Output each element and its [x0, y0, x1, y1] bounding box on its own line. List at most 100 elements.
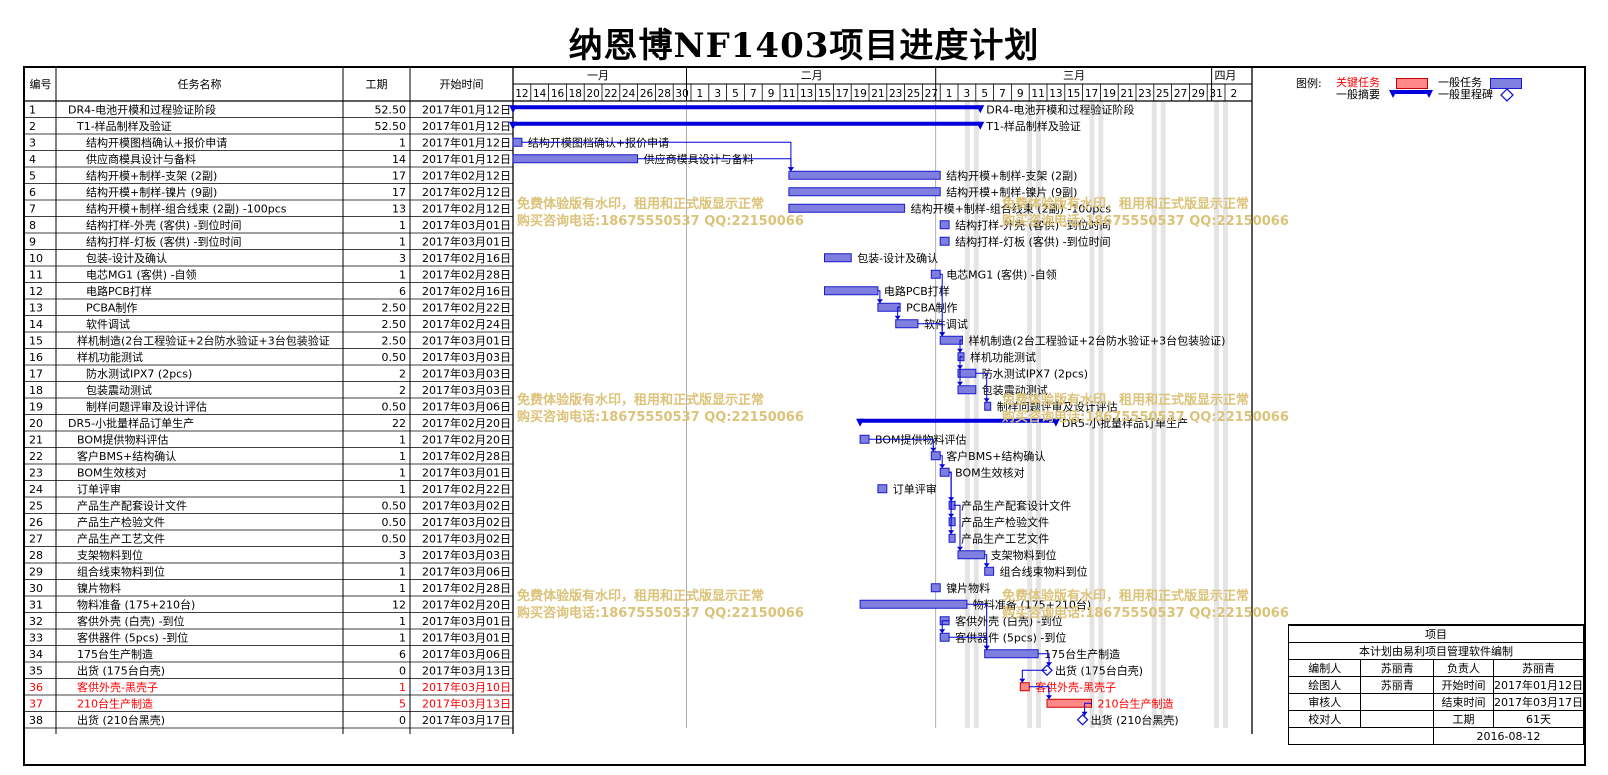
task-id: 11: [29, 268, 43, 281]
weekend-shading: [964, 101, 1228, 728]
dependency-link: [975, 372, 988, 403]
task-name: 出货 (175台白壳): [77, 663, 165, 677]
dependency-arrow: [983, 563, 990, 568]
task-start: 2017年02月12日: [422, 201, 511, 215]
gantt-bar-label: 电路PCB打样: [884, 284, 950, 298]
task-duration: 14: [392, 153, 406, 166]
task-name: 结构开模+制样-支架 (2副): [86, 168, 217, 182]
summary-end-marker: [976, 121, 985, 130]
day-label: 25: [1156, 88, 1169, 100]
info-software-note: 本计划由易利项目管理软件编制: [1288, 642, 1584, 660]
task-name: 软件调试: [86, 317, 130, 331]
task-duration: 1: [399, 136, 406, 149]
gantt-bar-label: 结构开模+制样-支架 (2副): [946, 168, 1077, 182]
task-bar: [930, 269, 941, 279]
task-name: 客供器件 (5pcs) -到位: [77, 630, 188, 644]
task-id: 25: [29, 499, 43, 512]
dependency-arrow: [1019, 678, 1026, 683]
legend-summary-icon: [1389, 90, 1433, 98]
task-start: 2017年03月03日: [422, 548, 511, 562]
task-start: 2017年02月22日: [422, 300, 511, 314]
dependency-link: [897, 306, 901, 320]
task-id: 1: [29, 103, 36, 116]
task-id: 22: [29, 450, 43, 463]
task-duration: 1: [399, 565, 406, 578]
task-bar: [939, 236, 950, 246]
gantt-bar-label: 电芯MG1 (客供) -自领: [946, 267, 1057, 281]
day-label: 12: [515, 88, 528, 100]
info-cell: 2017年03月17日: [1493, 693, 1584, 711]
task-start: 2017年02月28日: [422, 449, 511, 463]
summary-start-marker: [856, 418, 865, 427]
task-duration: 13: [392, 202, 406, 215]
task-bar: [930, 451, 941, 461]
task-name: 结构打样-外壳 (客供) -到位时间: [86, 218, 242, 232]
task-name: 电芯MG1 (客供) -自领: [86, 267, 197, 281]
info-cell: 2017年01月12日: [1493, 676, 1584, 694]
task-id: 29: [29, 565, 43, 578]
gantt-bar-label: 产品生产配套设计文件: [961, 498, 1071, 512]
gantt-bar-label: 产品生产检验文件: [961, 515, 1049, 529]
task-id: 27: [29, 532, 43, 545]
month-label: 四月: [1214, 69, 1236, 82]
task-start: 2017年02月28日: [422, 267, 511, 281]
gantt-bar-label: 结构打样-灯板 (客供) -到位时间: [955, 234, 1111, 248]
milestone-marker: [1076, 713, 1089, 726]
task-duration: 1: [399, 450, 406, 463]
legend-milestone-label: 一般里程碑: [1438, 88, 1493, 101]
task-name: DR4-电池开模和过程验证阶段: [68, 102, 216, 116]
task-name: 供应商模具设计与备料: [86, 152, 196, 166]
task-start: 2017年01月12日: [422, 119, 511, 133]
task-start: 2017年02月28日: [422, 581, 511, 595]
task-bar: [984, 566, 995, 576]
legend-title: 图例:: [1296, 77, 1322, 90]
task-start: 2017年03月06日: [422, 399, 511, 413]
task-duration: 0.50: [382, 351, 407, 364]
task-name: 样机功能测试: [77, 350, 143, 364]
gantt-bar-label: 样机制造(2台工程验证+2台防水验证+3台包装验证): [968, 333, 1225, 347]
dependency-arrow: [1046, 662, 1052, 667]
task-start: 2017年03月02日: [422, 515, 511, 529]
dependency-link: [869, 438, 934, 452]
task-name: 组合线束物料到位: [77, 564, 165, 578]
task-duration: 2: [399, 384, 406, 397]
task-duration: 1: [399, 681, 406, 694]
task-id: 5: [29, 169, 36, 182]
gantt-bar-label: 物料准备 (175+210台): [973, 597, 1091, 611]
task-duration: 2.50: [382, 334, 407, 347]
task-id: 19: [29, 400, 43, 413]
task-bar: [930, 583, 941, 593]
summary-end-marker: [976, 105, 985, 114]
dependency-link: [949, 636, 988, 650]
gantt-bar-label: 防水测试IPX7 (2pcs): [982, 366, 1088, 380]
day-label: 30: [675, 88, 688, 100]
info-cell: [1360, 710, 1434, 728]
task-id: 24: [29, 483, 43, 496]
dependency-arrow: [1046, 695, 1052, 700]
gantt-bar-label: 结构打样-外壳 (客供) -到位时间: [955, 218, 1111, 232]
task-start: 2017年03月01日: [422, 465, 511, 479]
task-id: 16: [29, 351, 43, 364]
gantt-bar-label: 支架物料到位: [991, 548, 1057, 562]
task-name: 结构开模+制样-镍片 (9副): [86, 185, 217, 199]
gantt-bar-label: 210台生产制造: [1098, 696, 1174, 710]
task-name: 210台生产制造: [77, 696, 153, 710]
info-cell: 61天: [1493, 710, 1584, 728]
task-name: 包装震动测试: [86, 384, 152, 397]
day-label: 15: [1067, 88, 1080, 100]
task-id: 10: [29, 252, 43, 265]
gantt-bar-label: 软件调试: [924, 317, 968, 331]
task-bar: [859, 599, 968, 609]
day-label: 5: [981, 88, 988, 100]
task-duration: 0: [399, 714, 406, 727]
task-duration: 3: [399, 252, 406, 265]
dependency-arrow: [957, 348, 963, 353]
task-bar: [939, 632, 950, 642]
task-name: T1-样品制样及验证: [76, 119, 172, 133]
gantt-bar-label: 组合线束物料到位: [1000, 564, 1088, 578]
day-label: 9: [1017, 88, 1024, 100]
gantt-bar-label: 订单评审: [893, 482, 937, 496]
task-id: 34: [29, 648, 43, 661]
day-label: 21: [1120, 88, 1133, 100]
task-start: 2017年02月12日: [422, 185, 511, 199]
